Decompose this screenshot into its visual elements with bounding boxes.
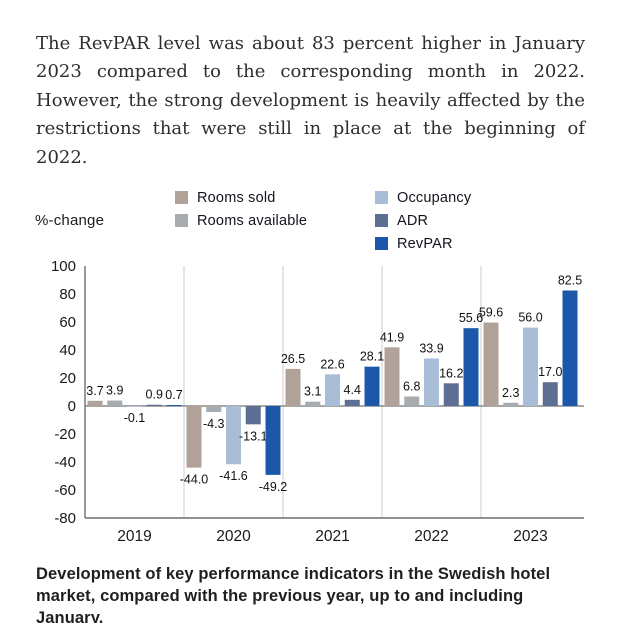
legend-item-occupancy: Occupancy (375, 186, 471, 209)
bar-rooms-sold-2019 (87, 401, 103, 407)
bar-revpar-2019 (166, 405, 182, 407)
bar-rooms-available-2023 (503, 402, 519, 407)
chart-legend-column-2: Occupancy ADR RevPAR (375, 186, 471, 255)
bar-adr-2020 (245, 406, 261, 425)
bar-revpar-2022 (463, 328, 479, 407)
y-tick-label: 80 (59, 286, 76, 303)
bar-rooms-available-2021 (305, 401, 321, 407)
x-tick-label: 2020 (216, 528, 251, 545)
bar-value-label: 0.7 (165, 388, 182, 402)
bar-occupancy-2019 (127, 406, 142, 407)
figure-caption: Development of key performance indicator… (36, 565, 551, 623)
bar-value-label: 3.1 (304, 385, 321, 399)
legend-swatch-icon (375, 237, 388, 251)
y-tick-label: 20 (59, 370, 76, 387)
bar-rooms-sold-2020 (186, 406, 202, 468)
bar-occupancy-2020 (226, 406, 241, 465)
bar-value-label: 22.6 (320, 358, 344, 372)
legend-swatch-icon (175, 214, 188, 228)
y-axis-label: %-change (35, 212, 105, 230)
bar-occupancy-2022 (424, 358, 439, 407)
bar-adr-2019 (146, 404, 162, 407)
x-tick-label: 2022 (414, 528, 448, 545)
bar-value-label: 41.9 (380, 331, 404, 345)
bar-rooms-sold-2023 (483, 322, 499, 407)
bar-value-label: 33.9 (419, 342, 443, 356)
legend-swatch-icon (375, 214, 388, 228)
bar-value-label: -0.1 (124, 411, 146, 425)
legend-label: Rooms available (197, 212, 308, 229)
y-tick-label: 60 (59, 314, 76, 331)
bar-value-label: 4.4 (344, 383, 361, 397)
bar-value-label: 28.1 (360, 350, 384, 364)
bar-rooms-available-2019 (107, 400, 123, 407)
bar-revpar-2021 (364, 366, 380, 407)
kpi-chart: %-change Rooms sold Rooms available Occup… (35, 186, 584, 552)
bar-chart-svg: 3.7 3.9-0.10.9 0.7 2019 -44.0 -4.3 -41.6 -13.1 -… (51, 258, 584, 545)
intro-paragraph: The RevPAR level was about 83 percent hi… (36, 33, 585, 168)
bar-value-label: 3.9 (106, 384, 123, 398)
legend-item-rooms-sold: Rooms sold (175, 186, 307, 209)
x-tick-label: 2023 (513, 528, 547, 545)
x-tick-label: 2019 (117, 528, 151, 545)
y-tick-label: -20 (54, 426, 76, 443)
legend-item-revpar: RevPAR (375, 232, 471, 255)
legend-swatch-icon (175, 191, 188, 205)
bar-value-label: 55.6 (459, 311, 483, 325)
bar-value-label: 82.5 (558, 274, 582, 288)
legend-swatch-icon (375, 191, 388, 205)
chart-header: %-change Rooms sold Rooms available Occup… (35, 186, 584, 258)
bar-rooms-sold-2021 (285, 369, 301, 407)
bar-value-label: -13.1 (239, 430, 268, 444)
bar-value-label: -41.6 (219, 469, 248, 483)
legend-item-rooms-available: Rooms available (175, 209, 307, 232)
bar-adr-2021 (344, 400, 360, 407)
legend-label: RevPAR (397, 235, 453, 252)
bar-value-label: 6.8 (403, 380, 420, 394)
legend-item-adr: ADR (375, 209, 471, 232)
bar-value-label: 56.0 (518, 311, 542, 325)
bar-occupancy-2023 (523, 327, 538, 407)
bar-value-label: -4.3 (203, 417, 225, 431)
y-tick-label: -80 (54, 510, 76, 527)
bar-revpar-2020 (265, 406, 281, 476)
bar-rooms-sold-2022 (384, 347, 400, 407)
bar-value-label: 59.6 (479, 306, 503, 320)
bar-occupancy-2021 (325, 374, 340, 407)
bar-value-label: 2.3 (502, 386, 519, 400)
bar-value-label: -49.2 (259, 480, 288, 494)
y-tick-label: -40 (54, 454, 76, 471)
bar-value-label: -44.0 (180, 473, 209, 487)
legend-label: Rooms sold (197, 189, 276, 206)
legend-label: Occupancy (397, 189, 472, 206)
bar-revpar-2023 (562, 290, 578, 407)
bar-adr-2023 (542, 382, 558, 407)
chart-legend-column-1: Rooms sold Rooms available (175, 186, 307, 232)
bar-rooms-available-2020 (206, 406, 222, 413)
bar-value-label: 0.9 (146, 388, 163, 402)
bar-adr-2022 (443, 383, 459, 407)
bar-value-label: 3.7 (86, 384, 103, 398)
y-tick-label: 100 (51, 258, 76, 275)
x-tick-label: 2021 (315, 528, 349, 545)
legend-label: ADR (397, 212, 429, 229)
y-tick-label: 40 (59, 342, 76, 359)
bar-rooms-available-2022 (404, 396, 420, 407)
bar-value-label: 16.2 (439, 367, 463, 381)
bar-value-label: 26.5 (281, 352, 305, 366)
y-tick-label: 0 (68, 398, 76, 415)
y-tick-label: -60 (54, 482, 76, 499)
bar-value-label: 17.0 (538, 365, 562, 379)
